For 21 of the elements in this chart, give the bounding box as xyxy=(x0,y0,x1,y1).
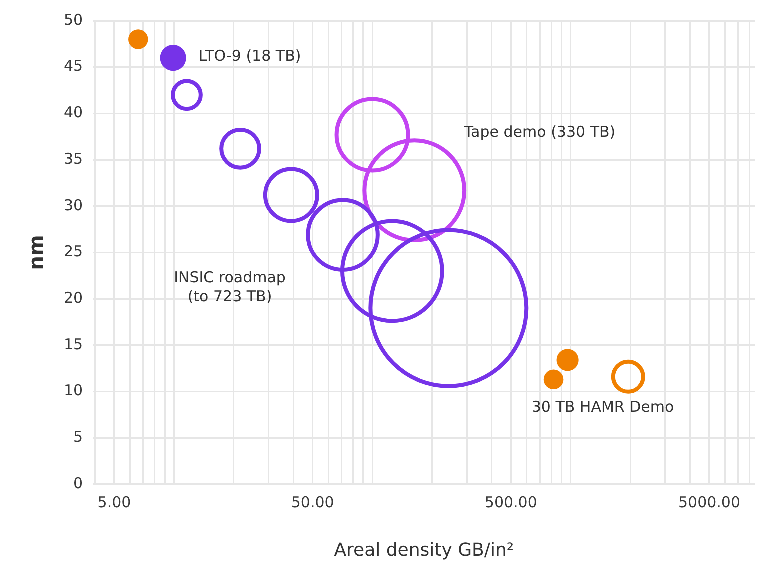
y-tick-label: 0 xyxy=(74,474,84,492)
x-tick-label: 500.00 xyxy=(484,493,538,512)
annotation: LTO-9 (18 TB) xyxy=(198,46,302,65)
annotation: 30 TB HAMR Demo xyxy=(532,398,674,416)
annotation: INSIC roadmap (to 723 TB) xyxy=(174,268,286,306)
y-tick-label: 25 xyxy=(64,242,84,261)
y-tick-label: 45 xyxy=(64,57,84,76)
y-tick-label: 5 xyxy=(74,428,84,446)
y-tick-label: 10 xyxy=(64,382,84,400)
annotation: Tape demo (330 TB) xyxy=(463,122,616,141)
x-tick-label: 5.00 xyxy=(98,493,132,512)
y-tick-label: 15 xyxy=(64,335,84,354)
y-tick-label: 20 xyxy=(64,288,84,307)
y-tick-label: 40 xyxy=(64,104,84,122)
y-axis-title: nm xyxy=(24,235,48,270)
y-tick-label: 30 xyxy=(64,196,84,214)
x-axis-title: Areal density GB/in² xyxy=(334,540,514,561)
x-tick-label: 50.00 xyxy=(291,493,334,512)
x-tick-label: 5000.00 xyxy=(678,493,741,512)
y-tick-label: 50 xyxy=(64,10,84,29)
y-tick-label: 35 xyxy=(64,150,84,168)
